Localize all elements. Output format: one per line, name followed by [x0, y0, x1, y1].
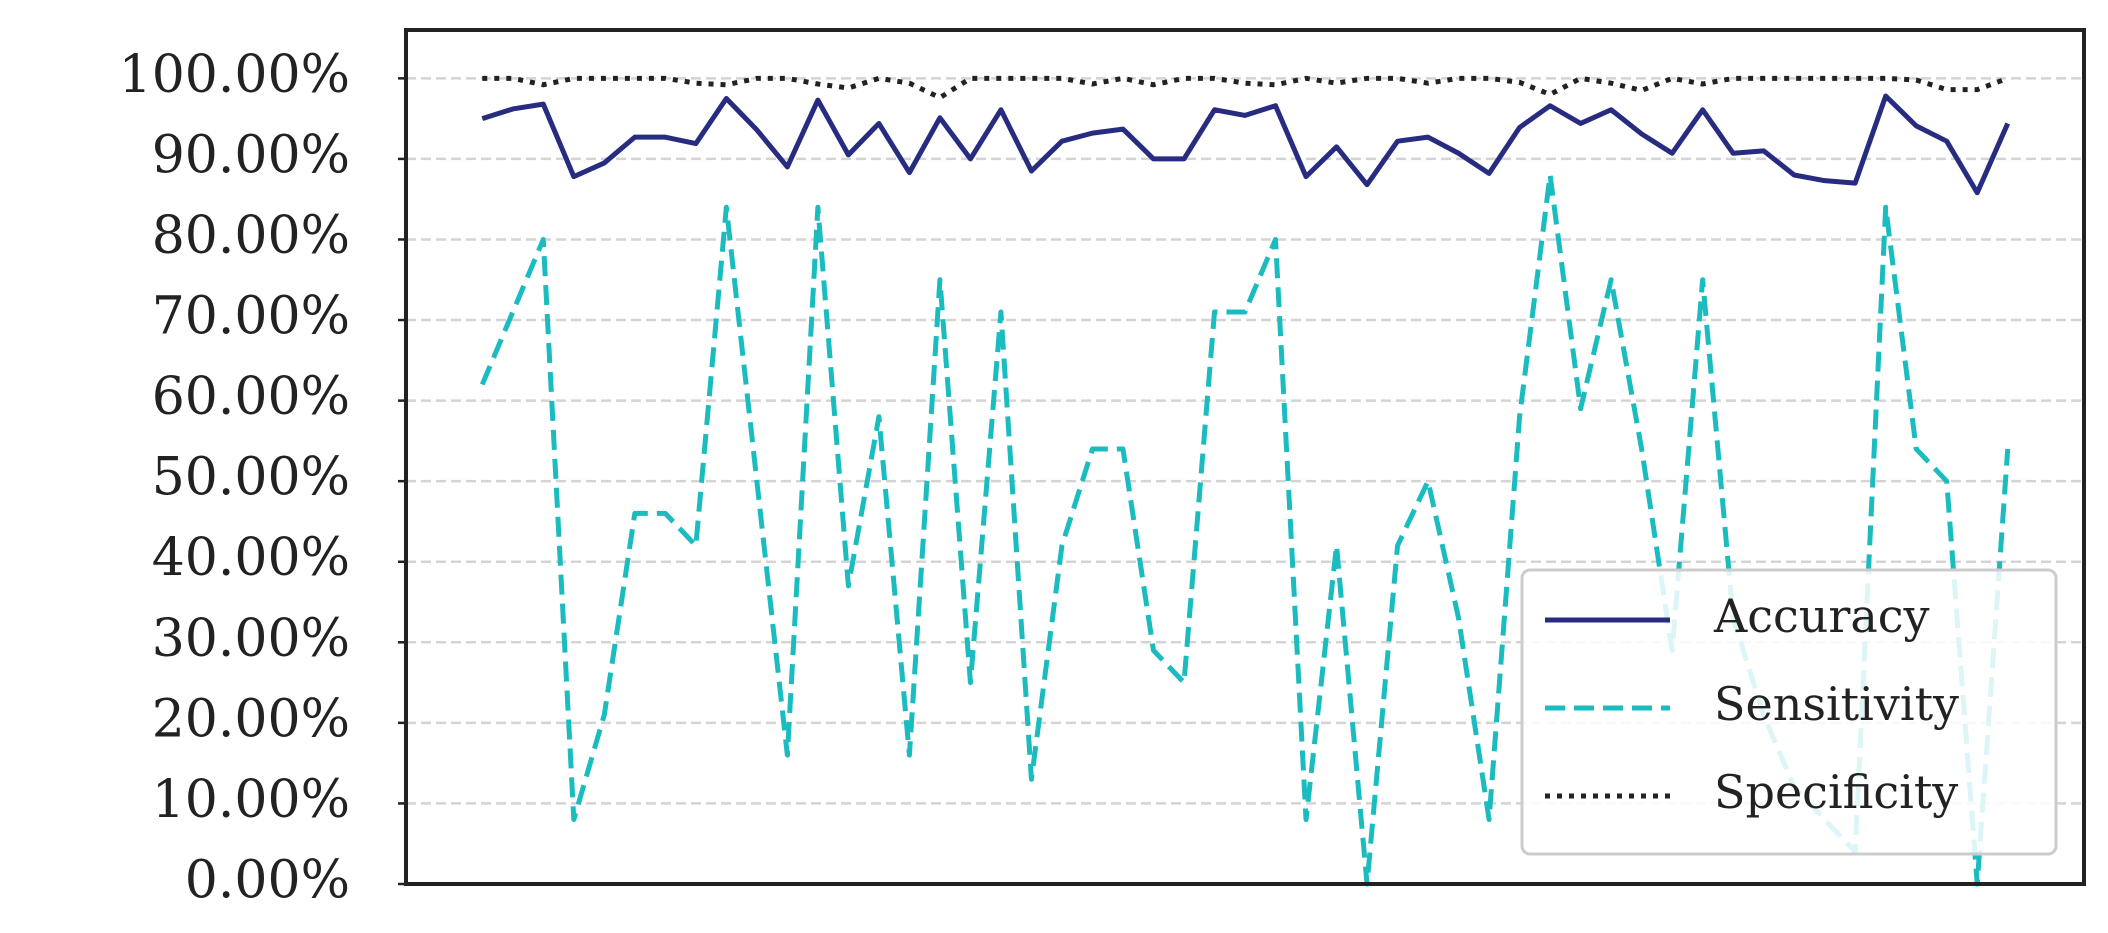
y-tick-label: 90.00%	[152, 125, 350, 185]
y-tick-label: 70.00%	[152, 287, 350, 347]
y-tick-label: 10.00%	[152, 770, 350, 830]
y-tick-label: 0.00%	[185, 851, 350, 911]
legend-label: Sensitivity	[1714, 677, 1959, 731]
legend-label: Specificity	[1714, 765, 1958, 819]
series-line	[481, 93, 2011, 196]
series-line	[482, 75, 2009, 101]
legend: Accuracy Sensitivity Specificity	[1520, 568, 2058, 856]
y-tick-label: 60.00%	[152, 367, 350, 427]
y-tick-label: 50.00%	[152, 448, 350, 508]
y-tick-label: 100.00%	[119, 45, 350, 105]
plot-frame	[404, 28, 2086, 886]
y-tick-label: 40.00%	[152, 528, 350, 588]
legend-box	[1520, 568, 2058, 856]
y-tick-label: 30.00%	[152, 609, 350, 669]
y-tick-label: 80.00%	[152, 206, 350, 266]
legend-label: Accuracy	[1713, 589, 1930, 643]
y-tick-label: 20.00%	[152, 689, 350, 749]
